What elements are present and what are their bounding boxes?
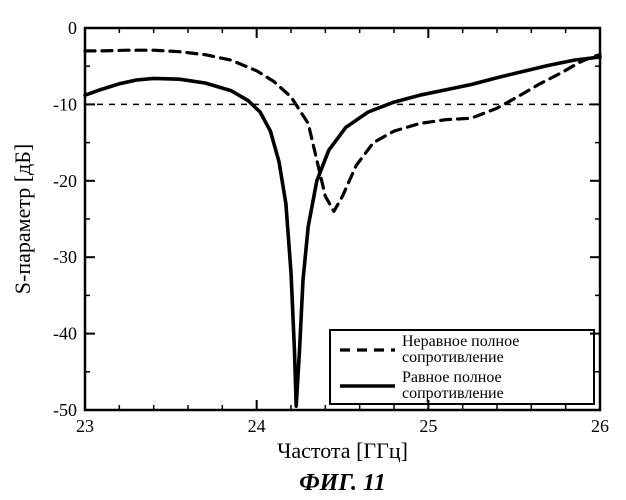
legend-label-unequal-2: сопротивление xyxy=(402,349,504,366)
x-tick-label: 26 xyxy=(591,416,609,436)
x-tick-label: 25 xyxy=(419,416,437,436)
figure-caption: ФИГ. 11 xyxy=(299,470,385,496)
s-parameter-chart: 23242526 0-10-20-30-40-50 Частота [ГГц] … xyxy=(0,0,626,500)
y-tick-label: -50 xyxy=(53,400,77,420)
y-tick-label: -10 xyxy=(53,94,77,114)
y-axis-label: S-параметр [дБ] xyxy=(10,144,35,294)
legend-label-equal-1: Равное полное xyxy=(402,369,502,386)
x-axis-label: Частота [ГГц] xyxy=(277,438,408,463)
legend: Неравное полноесопротивлениеРавное полно… xyxy=(330,330,594,404)
y-tick-label: -30 xyxy=(53,247,77,267)
y-tick-label: -40 xyxy=(53,324,77,344)
series-group xyxy=(85,50,600,406)
y-tick-label: -20 xyxy=(53,171,77,191)
plot-area xyxy=(85,28,600,410)
y-axis-major-ticks: 0 -10 -20 -30 -40 -50 xyxy=(53,18,600,420)
x-tick-label: 23 xyxy=(76,416,94,436)
legend-label-unequal-1: Неравное полное xyxy=(402,333,519,350)
y-axis-minor-ticks xyxy=(85,66,600,372)
series-equal xyxy=(85,57,600,406)
legend-label-equal-2: сопротивление xyxy=(402,385,504,402)
x-tick-label: 24 xyxy=(248,416,266,436)
y-tick-label: 0 xyxy=(68,18,77,38)
